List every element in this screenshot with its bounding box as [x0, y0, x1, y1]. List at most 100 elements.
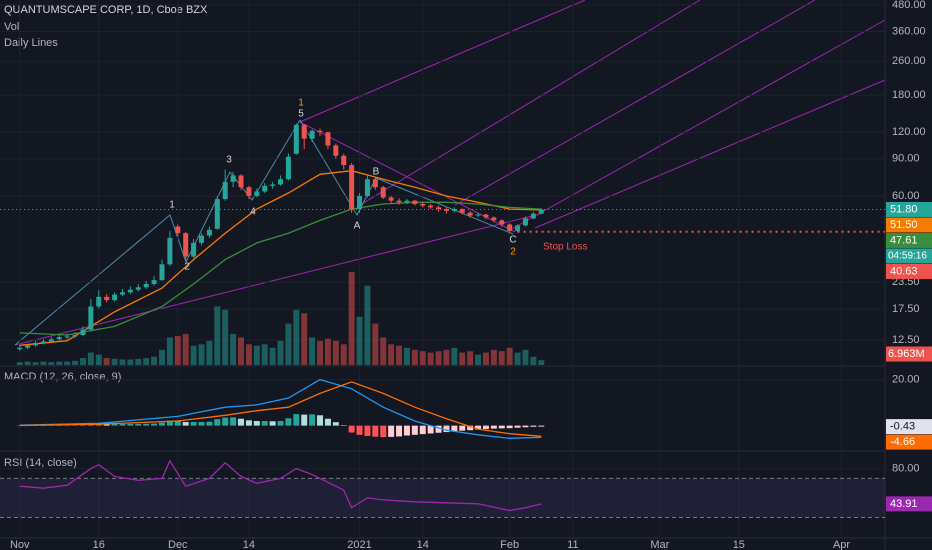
fan-line: [299, 121, 516, 233]
fan-line: [454, 0, 816, 206]
histogram-bar: [332, 422, 339, 426]
volume-bar: [348, 271, 355, 365]
price-badge-label: 51.50: [890, 219, 918, 231]
candle-body: [396, 200, 402, 203]
histogram-bar: [16, 425, 23, 427]
candle-body: [404, 200, 410, 203]
histogram-bar: [396, 425, 403, 437]
volume-bar: [475, 354, 482, 365]
histogram-bar: [214, 419, 221, 426]
candle-body: [349, 165, 355, 210]
volume-bar: [238, 337, 245, 365]
candle-body: [191, 242, 197, 257]
histogram-bar: [119, 424, 126, 426]
histogram-bar: [506, 425, 513, 429]
volume-bar: [182, 333, 189, 365]
volume-bar: [56, 361, 63, 365]
histogram-bar: [222, 417, 229, 426]
volume-bar: [32, 362, 39, 365]
histogram-bar: [143, 423, 150, 426]
histogram-bar: [103, 424, 110, 426]
volume-bar: [230, 333, 237, 365]
candle-body: [17, 347, 23, 350]
y-tick-label: 180.00: [892, 89, 926, 101]
histogram-bar: [127, 424, 134, 426]
price-badge-label: 47.61: [890, 234, 918, 246]
candle-body: [183, 233, 189, 257]
candle-body: [301, 124, 307, 139]
wave-label: 1: [298, 98, 304, 109]
volume-bar: [16, 362, 23, 365]
price-badge: [886, 217, 932, 233]
volume-bar: [277, 340, 284, 365]
histogram-bar: [427, 425, 434, 434]
pane-title: RSI (14, close): [4, 457, 77, 469]
candle-body: [443, 209, 449, 211]
volume-bar: [87, 352, 94, 365]
candle-body: [48, 339, 54, 342]
histogram-bar: [56, 425, 63, 426]
candle-body: [483, 214, 489, 218]
histogram-bar: [261, 421, 268, 426]
volume-bar: [158, 349, 165, 365]
candle-body: [56, 337, 62, 340]
price-badge-label: 51.80: [890, 203, 918, 215]
histogram-bar: [372, 425, 379, 437]
wave-label: 3: [226, 155, 232, 166]
indicator-line: [19, 378, 542, 439]
wave-label: A: [354, 221, 361, 232]
histogram-bar: [419, 425, 426, 435]
volume-bar: [127, 359, 134, 365]
price-badge: [886, 263, 932, 279]
x-tick-label: 11: [567, 539, 578, 550]
histogram-bar: [79, 424, 86, 426]
candle-body: [270, 184, 276, 186]
histogram-bar: [64, 425, 71, 426]
candle-body: [475, 214, 481, 216]
y-tick-label: 12.50: [892, 334, 920, 346]
histogram-bar: [72, 425, 79, 426]
x-tick-label: Nov: [10, 539, 30, 550]
histogram-bar: [348, 425, 355, 433]
volume-bar: [301, 313, 308, 365]
candle-body: [214, 199, 220, 229]
volume-bar: [498, 351, 505, 365]
volume-bar: [48, 362, 55, 365]
candle-body: [325, 132, 331, 146]
indicator-line: [19, 201, 542, 336]
candle-body: [388, 197, 394, 201]
price-badge: [886, 419, 932, 435]
candle-body: [151, 280, 157, 285]
candle-body: [530, 213, 536, 219]
histogram-bar: [277, 421, 284, 426]
volume-bar: [293, 309, 300, 365]
fan-line: [534, 79, 886, 229]
volume-bar: [174, 336, 181, 365]
price-badge: [886, 434, 932, 450]
histogram-bar: [490, 425, 497, 429]
candle-body: [364, 179, 370, 196]
volume-bar: [324, 338, 331, 365]
volume-bar: [72, 360, 79, 365]
histogram-bar: [245, 420, 252, 426]
candle-body: [491, 217, 497, 221]
histogram-bar: [174, 420, 181, 426]
indicator-line: [19, 381, 542, 437]
fan-line: [14, 213, 541, 346]
price-badge-label: 43.91: [890, 498, 918, 510]
candle-body: [119, 292, 125, 295]
volume-bar: [372, 323, 379, 365]
y-tick-label: 120.00: [892, 126, 926, 138]
candle-body: [230, 175, 236, 182]
candle-body: [246, 187, 252, 196]
histogram-bar: [238, 418, 245, 426]
volume-bar: [340, 344, 347, 365]
histogram-bar: [530, 425, 537, 427]
symbol-title: QUANTUMSCAPE CORP, 1D, Cboe BZX: [4, 4, 208, 16]
candle-body: [467, 212, 473, 216]
y-tick-label: 480.00: [892, 0, 926, 11]
histogram-bar: [514, 425, 521, 428]
y-tick-label: 80.00: [892, 463, 920, 475]
candle-body: [412, 200, 418, 204]
histogram-bar: [482, 425, 489, 430]
